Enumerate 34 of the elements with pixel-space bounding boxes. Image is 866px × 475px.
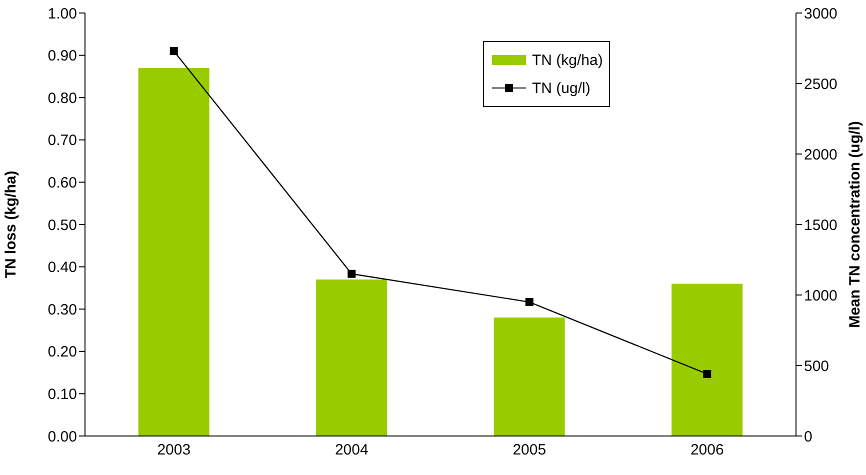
y2-tick-label: 500: [804, 358, 830, 375]
y-tick-label: 0.40: [48, 259, 77, 276]
y-tick-label: 0.20: [48, 344, 77, 361]
y-tick-label: 0.90: [48, 48, 77, 65]
bar: [672, 284, 743, 436]
y-axis-title: TN loss (kg/ha): [2, 170, 20, 278]
y-tick-label: 0.60: [48, 174, 77, 192]
y-tick-label: 0.50: [48, 216, 77, 234]
point: [170, 47, 178, 56]
y2-tick-label: 2000: [804, 146, 838, 164]
legend-label: TN (ug/l): [532, 80, 590, 96]
point: [703, 370, 712, 378]
point: [525, 298, 534, 306]
bar: [494, 318, 565, 436]
y2-tick-label: 1500: [804, 216, 838, 234]
y-tick-label: 0.70: [48, 132, 77, 150]
y-tick-label: 1.00: [48, 5, 77, 22]
bar: [316, 279, 388, 436]
y2-tick-label: 3000: [804, 5, 838, 22]
y2-tick-label: 1000: [804, 287, 838, 304]
y2-axis-title: Mean TN concentration (ug/l): [846, 121, 864, 328]
y2-tick-label: 2500: [804, 76, 838, 93]
y-tick-label: 0.10: [48, 386, 77, 404]
y-tick-label: 0.80: [48, 90, 77, 107]
x-tick-label: 2003: [157, 442, 191, 459]
point: [348, 270, 356, 278]
y-tick-label: 0.30: [48, 301, 77, 318]
bar: [138, 68, 210, 436]
x-tick-label: 2004: [334, 442, 368, 459]
y-tick-label: 0.00: [48, 428, 77, 446]
y2-tick-label: 0: [804, 428, 812, 446]
legend-label: TN (kg/ha): [532, 52, 603, 68]
x-tick-label: 2006: [690, 442, 724, 459]
x-tick-label: 2005: [512, 442, 546, 459]
